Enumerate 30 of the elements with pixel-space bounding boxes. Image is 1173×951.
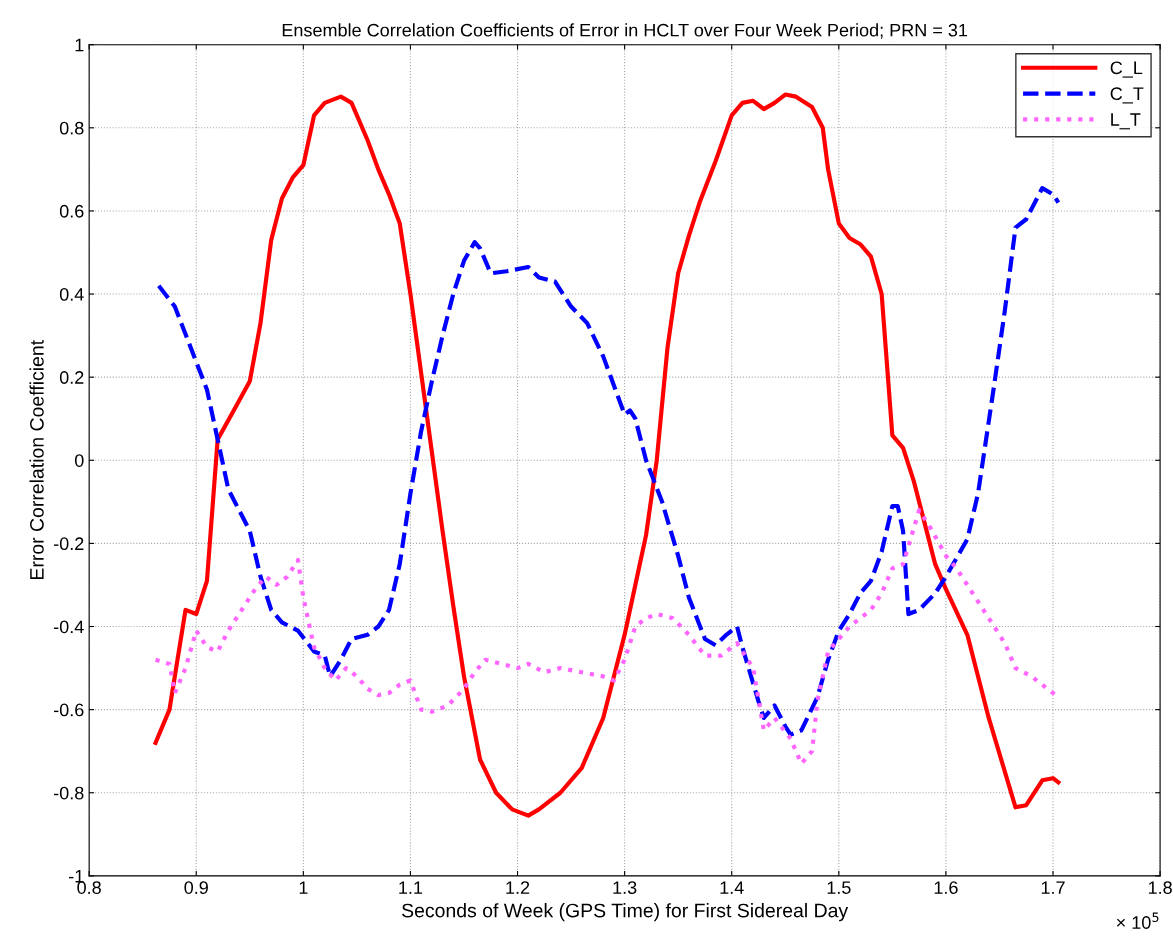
line-series	[156, 185, 1061, 737]
legend-label: L_T	[1111, 113, 1141, 130]
x-tick-label: 1.6	[934, 881, 958, 894]
y-tick-label: 0.2	[59, 371, 84, 384]
y-tick-label: 0.4	[59, 287, 84, 301]
x-tick-label: 1.5	[827, 881, 851, 894]
x-tick-label: 1.7	[1041, 881, 1065, 894]
legend-label: C_L	[1110, 61, 1143, 78]
x-tick-label: 1.3	[613, 881, 637, 894]
y-tick-label: 0.8	[59, 121, 84, 135]
y-tick-label: 1	[75, 38, 84, 52]
y-tick-label: -0.2	[53, 537, 84, 551]
x-tick-label: 1.8	[1148, 881, 1172, 894]
y-tick-label: -0.6	[53, 703, 84, 717]
line-series	[153, 92, 1061, 818]
x-tick-label: 1.2	[506, 881, 530, 894]
x-tick-label: 1.4	[720, 881, 744, 894]
y-tick-label: -0.8	[53, 786, 84, 800]
chart-title: Ensemble Correlation Coefficients of Error in HCLT over Four Week Period; PRN = 31	[282, 23, 968, 39]
legend-label: C_T	[1110, 87, 1144, 104]
x-tick-label: 1.1	[399, 881, 423, 894]
y-tick-label: -1	[69, 869, 84, 883]
y-tick-label: 0.6	[59, 204, 84, 218]
y-tick-label: -0.4	[53, 620, 84, 634]
x-tick-label: 1	[299, 881, 308, 894]
x-tick-label: 0.9	[184, 881, 208, 894]
y-axis-title: Error Correlation Coefficient	[29, 340, 44, 579]
y-tick-label: 0	[74, 454, 84, 467]
text: × 10$^{5}$	[1116, 912, 1159, 929]
x-axis-title: Seconds of Week (GPS Time) for First Sidereal Day	[402, 903, 849, 922]
